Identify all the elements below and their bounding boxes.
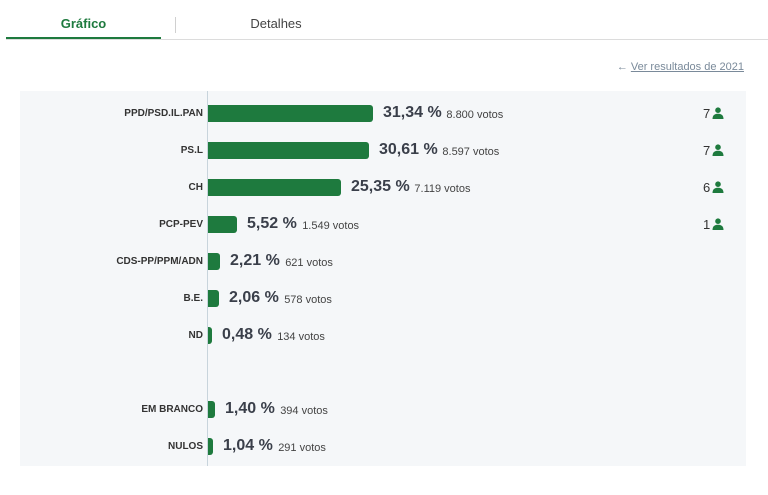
party-label: CH	[188, 182, 203, 193]
result-bar	[208, 216, 237, 233]
seats-number: 1	[703, 217, 711, 232]
party-label: PS.L	[180, 145, 203, 156]
previous-results-link[interactable]: ← Ver resultados de 2021	[617, 61, 744, 73]
seats-count: 6	[703, 180, 724, 195]
votes-label: 578 votos	[284, 294, 332, 306]
tab-detalhes[interactable]: Detalhes	[250, 16, 302, 31]
party-label: NULOS	[168, 441, 203, 452]
result-bar	[208, 142, 369, 159]
seats-count: 1	[703, 217, 724, 232]
chart-row: PS.L 30,61 % 8.597 votos 7	[20, 141, 746, 161]
tab-grafico[interactable]: Gráfico	[60, 16, 107, 31]
result-bar	[208, 401, 215, 418]
active-tab-indicator	[6, 37, 161, 39]
previous-results-label: Ver resultados de 2021	[630, 61, 744, 73]
percentage-label: 1,04 %	[223, 437, 273, 454]
result-bar	[208, 105, 373, 122]
seats-count: 7	[703, 143, 724, 158]
chart-row: CH 25,35 % 7.119 votos 6	[20, 178, 746, 198]
result-bar	[208, 179, 341, 196]
chart-axis-line	[207, 91, 208, 466]
percentage-label: 2,06 %	[229, 289, 279, 306]
party-label: EM BRANCO	[141, 404, 203, 415]
votes-label: 621 votos	[285, 257, 333, 269]
seats-count: 7	[703, 106, 724, 121]
tab-bar: Gráfico Detalhes	[6, 0, 768, 40]
percentage-label: 2,21 %	[230, 252, 280, 269]
result-bar	[208, 438, 213, 455]
chart-row: B.E. 2,06 % 578 votos	[20, 289, 746, 309]
percentage-label: 1,40 %	[225, 400, 275, 417]
votes-label: 8.597 votos	[442, 146, 500, 158]
percentage-label: 5,52 %	[247, 215, 297, 232]
person-icon	[712, 181, 724, 193]
chart-row: EM BRANCO 1,40 % 394 votos	[20, 400, 746, 420]
votes-label: 394 votos	[280, 405, 328, 417]
seats-number: 6	[703, 180, 711, 195]
percentage-label: 30,61 %	[379, 141, 438, 158]
chart-row: ND 0,48 % 134 votos	[20, 326, 746, 346]
result-bar	[208, 290, 219, 307]
chart-row: PPD/PSD.IL.PAN 31,34 % 8.800 votos 7	[20, 104, 746, 124]
result-bar	[208, 327, 212, 344]
tab-separator	[175, 17, 176, 33]
party-label: B.E.	[183, 293, 203, 304]
party-label: CDS-PP/PPM/ADN	[116, 256, 203, 267]
percentage-label: 31,34 %	[383, 104, 442, 121]
votes-label: 8.800 votos	[446, 109, 504, 121]
person-icon	[712, 144, 724, 156]
percentage-label: 25,35 %	[351, 178, 410, 195]
votes-label: 7.119 votos	[414, 183, 471, 195]
chart-row: NULOS 1,04 % 291 votos	[20, 437, 746, 457]
party-label: PCP-PEV	[159, 219, 203, 230]
votes-label: 134 votos	[277, 331, 325, 343]
party-label: ND	[188, 330, 203, 341]
seats-number: 7	[703, 143, 711, 158]
arrow-left-icon: ←	[616, 61, 628, 73]
votes-label: 1.549 votos	[302, 220, 360, 232]
seats-number: 7	[703, 106, 711, 121]
chart-row: PCP-PEV 5,52 % 1.549 votos 1	[20, 215, 746, 235]
person-icon	[712, 107, 724, 119]
party-label: PPD/PSD.IL.PAN	[124, 108, 203, 119]
person-icon	[712, 218, 724, 230]
chart-row: CDS-PP/PPM/ADN 2,21 % 621 votos	[20, 252, 746, 272]
result-bar	[208, 253, 220, 270]
percentage-label: 0,48 %	[222, 326, 272, 343]
votes-label: 291 votos	[278, 442, 326, 454]
results-chart: PPD/PSD.IL.PAN 31,34 % 8.800 votos 7 PS.L 30,…	[20, 91, 746, 466]
